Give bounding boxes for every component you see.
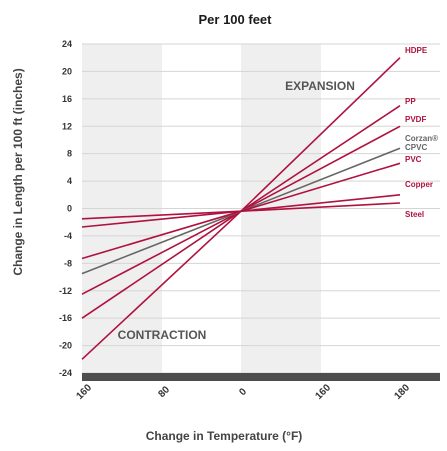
bottom-axis-bar: [82, 373, 440, 381]
x-tick-label: 0: [237, 386, 249, 398]
series-label: PVC: [405, 155, 422, 164]
x-tick-label: 160: [74, 382, 94, 402]
y-tick-label: 0: [67, 204, 72, 214]
series-label: Steel: [405, 210, 424, 219]
y-tick-label: -8: [64, 258, 72, 268]
chart-title: Per 100 feet: [199, 12, 273, 27]
y-tick-label: 20: [62, 66, 72, 76]
y-tick-label: -20: [59, 341, 72, 351]
y-tick-label: 4: [67, 176, 72, 186]
x-tick-label: 180: [392, 382, 412, 402]
y-tick-label: 8: [67, 149, 72, 159]
series-label: HDPE: [405, 46, 428, 55]
y-tick-label: -24: [59, 368, 72, 378]
series-label: PP: [405, 97, 416, 106]
y-tick-label: 12: [62, 121, 72, 131]
y-tick-label: -16: [59, 313, 72, 323]
series-label: Copper: [405, 180, 433, 189]
x-tick-label: 80: [156, 384, 172, 400]
expansion-label: EXPANSION: [285, 79, 355, 93]
y-tick-label: -12: [59, 286, 72, 296]
y-tick-label: 24: [62, 39, 72, 49]
x-tick-labels: 160 80 0 160 180: [74, 382, 412, 402]
y-tick-labels: 24 20 16 12 8 4 0 -4 -8 -12 -16 -20 -24: [59, 39, 72, 378]
series-lines: [81, 57, 401, 360]
series-labels: HDPE PP PVDF Corzan® CPVC PVC Copper Steel: [405, 46, 438, 219]
contraction-label: CONTRACTION: [118, 328, 207, 342]
y-tick-label: -4: [64, 231, 72, 241]
y-tick-label: 16: [62, 94, 72, 104]
series-label: Corzan® CPVC: [405, 134, 438, 152]
x-axis-label: Change in Temperature (°F): [146, 429, 303, 443]
series-label: PVDF: [405, 115, 426, 124]
series-line: [81, 202, 401, 220]
y-axis-label: Change in Length per 100 ft (inches): [11, 68, 25, 275]
x-tick-label: 160: [313, 382, 333, 402]
